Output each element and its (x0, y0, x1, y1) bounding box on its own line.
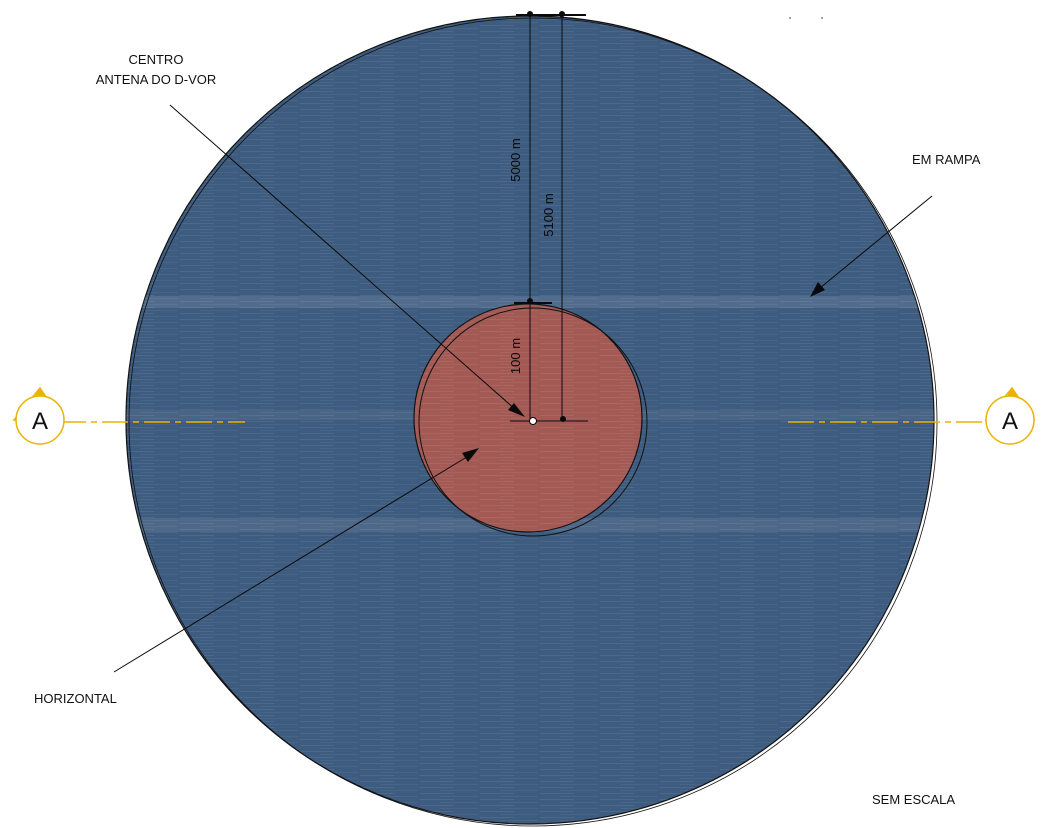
section-marker-left: A (12, 386, 65, 445)
section-label-left: A (32, 408, 48, 435)
dimension-5100: 5100 m (541, 193, 556, 236)
dimension-5000: 5000 m (508, 138, 523, 181)
dimension-100: 100 m (508, 338, 523, 374)
label-scale-note: SEM ESCALA (872, 792, 955, 807)
label-horizontal: HORIZONTAL (34, 691, 117, 706)
leader-center (169, 104, 525, 417)
label-center-line1: CENTRO (129, 52, 184, 67)
leader-ramp (810, 195, 933, 297)
section-marker-right: A (984, 386, 1036, 445)
label-ramp: EM RAMPA (912, 152, 981, 167)
dimension-endpoints (527, 11, 566, 422)
antenna-center-marker (529, 417, 537, 425)
section-label-right: A (1002, 408, 1018, 435)
inner-zone-edge (418, 307, 648, 537)
label-center-line2: ANTENA DO D-VOR (96, 72, 217, 87)
leader-horizontal (113, 448, 479, 673)
